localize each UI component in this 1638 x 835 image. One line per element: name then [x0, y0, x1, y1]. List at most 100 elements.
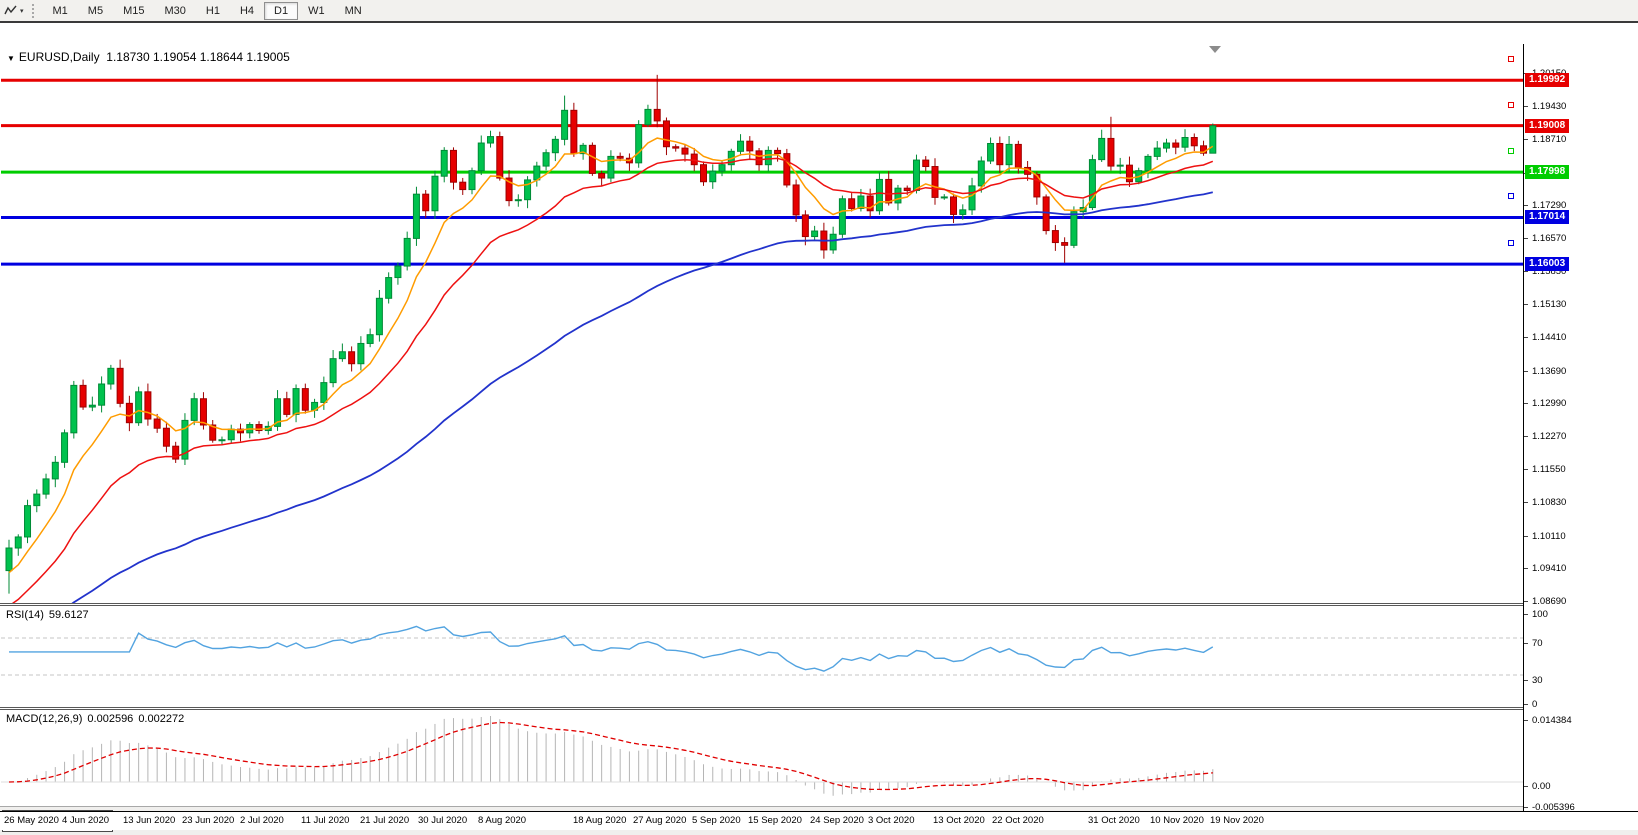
- candle: [625, 153, 633, 171]
- candle: [561, 95, 569, 146]
- candle: [681, 144, 689, 162]
- candle: [635, 120, 643, 168]
- candle: [431, 170, 439, 219]
- candle: [301, 383, 309, 414]
- candle: [931, 158, 939, 205]
- macd-axis-tick: [1524, 720, 1528, 721]
- window-menu-caret-icon[interactable]: ▼: [7, 54, 15, 63]
- candle: [292, 384, 300, 423]
- date-label: 21 Jul 2020: [360, 815, 410, 826]
- toolbar-grip[interactable]: [31, 3, 37, 18]
- candle: [181, 413, 189, 465]
- date-label: 26 May 2020: [4, 815, 59, 826]
- candle: [107, 364, 115, 390]
- rsi-value: 59.6127: [48, 609, 89, 621]
- candle: [366, 328, 374, 348]
- price-tick-label: 1.08690: [1532, 596, 1567, 607]
- rsi-canvas[interactable]: [1, 606, 1523, 707]
- rsi-label: RSI(14) 59.6127: [6, 609, 94, 621]
- price-line-badge: 1.17014: [1525, 210, 1570, 225]
- hline-anchor[interactable]: [1508, 193, 1514, 200]
- chart-shift-marker[interactable]: [1209, 46, 1221, 53]
- candle: [542, 149, 550, 171]
- panel-divider[interactable]: [0, 707, 1523, 710]
- date-label: 23 Jun 2020: [182, 815, 235, 826]
- macd-axis-tick: [1524, 807, 1528, 808]
- candle: [950, 193, 958, 224]
- candle: [172, 441, 180, 463]
- hline-anchor[interactable]: [1508, 101, 1514, 108]
- candle: [24, 499, 32, 544]
- candle: [588, 142, 596, 176]
- candle: [190, 392, 198, 426]
- candle: [533, 161, 541, 187]
- candle: [70, 380, 78, 439]
- timeframe-button-d1[interactable]: D1: [264, 1, 299, 20]
- price-tick-label: 1.12270: [1532, 431, 1567, 443]
- timeframe-button-m1[interactable]: M1: [52, 4, 68, 17]
- candle: [940, 194, 948, 200]
- timeframe-button-h1[interactable]: H1: [205, 4, 220, 17]
- candle: [848, 193, 856, 212]
- hline-anchor[interactable]: [1508, 240, 1514, 247]
- candle: [1061, 237, 1069, 263]
- candle: [459, 177, 467, 195]
- price-line-badge: 1.16003: [1525, 257, 1570, 272]
- price-tick-label: 1.19430: [1532, 101, 1567, 113]
- candle: [653, 74, 661, 128]
- rsi-axis-tick: [1524, 614, 1528, 615]
- candle: [1005, 136, 1013, 173]
- candle: [1070, 206, 1078, 249]
- macd-canvas[interactable]: [1, 710, 1523, 811]
- candle: [88, 396, 96, 412]
- candle: [98, 376, 106, 413]
- macd-label: MACD(12,26,9) 0.002596 0.002272: [6, 713, 189, 725]
- candle: [505, 170, 513, 207]
- timeframe-button-mn[interactable]: MN: [344, 4, 362, 17]
- timeframe-button-h4[interactable]: H4: [239, 4, 255, 17]
- candle: [524, 176, 532, 209]
- price-tick: [1524, 237, 1528, 239]
- timeframe-button-m5[interactable]: M5: [87, 4, 104, 17]
- candle: [996, 136, 1004, 173]
- date-label: 27 Aug 2020: [633, 815, 687, 826]
- date-label: 31 Oct 2020: [1088, 815, 1140, 826]
- candle: [135, 386, 143, 426]
- candle: [811, 225, 819, 241]
- panel-divider[interactable]: [0, 603, 1523, 606]
- price-tick-label: 1.12990: [1532, 397, 1567, 409]
- price-tick: [1524, 502, 1528, 504]
- candle: [227, 424, 235, 444]
- candle: [598, 170, 606, 187]
- timeframe-button-m15[interactable]: M15: [123, 4, 145, 17]
- date-label: 2 Jul 2020: [240, 815, 284, 826]
- candle: [1172, 139, 1180, 155]
- candle: [866, 188, 874, 218]
- candle: [246, 422, 254, 439]
- candle: [922, 156, 930, 172]
- date-label: 13 Jun 2020: [123, 815, 176, 826]
- hline-anchor[interactable]: [1508, 56, 1514, 63]
- candle: [977, 156, 985, 193]
- macd-signal-line: [8, 721, 1213, 791]
- date-label: 19 Nov 2020: [1210, 815, 1264, 826]
- price-tick-label: 1.09410: [1532, 562, 1567, 574]
- candle: [33, 489, 41, 513]
- date-label: 22 Oct 2020: [992, 815, 1044, 826]
- candle: [514, 194, 522, 207]
- price-tick: [1524, 535, 1528, 537]
- candle: [496, 131, 504, 181]
- indicator-tool-button[interactable]: ▾: [0, 4, 28, 17]
- timeframe-button-w1[interactable]: W1: [308, 4, 325, 17]
- price-chart-canvas[interactable]: [1, 45, 1523, 603]
- candle: [449, 147, 457, 190]
- timeframe-button-m30[interactable]: M30: [164, 4, 186, 17]
- candle: [153, 413, 161, 433]
- candle: [440, 147, 448, 183]
- hline-anchor[interactable]: [1508, 148, 1514, 155]
- chart-line-icon: [4, 5, 17, 15]
- price-tick: [1524, 139, 1528, 141]
- candle: [375, 289, 383, 342]
- candle: [1125, 156, 1133, 187]
- candle: [570, 102, 578, 157]
